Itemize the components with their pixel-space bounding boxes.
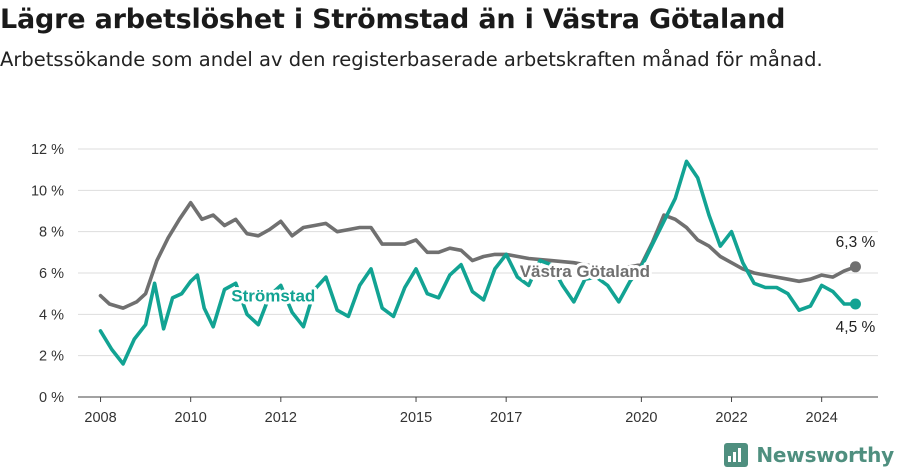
x-tick-label: 2008 — [84, 410, 116, 426]
y-tick-label: 10 % — [31, 183, 64, 199]
town-series-label-halo: Strömstad — [231, 287, 315, 306]
region-end-value-label: 6,3 % — [836, 234, 876, 251]
grid — [78, 148, 878, 398]
y-tick-label: 0 % — [39, 390, 64, 406]
region-series-line — [98, 200, 858, 310]
x-tick-label: 2010 — [175, 410, 207, 426]
chart-subtitle: Arbetssökande som andel av den registerb… — [0, 48, 823, 71]
x-tick-label: 2017 — [490, 410, 522, 426]
x-tick-label: 2022 — [715, 410, 747, 426]
y-tick-label: 6 % — [39, 266, 64, 282]
region-series-label-halo: Västra Götaland — [520, 262, 650, 281]
y-axis: 0 % 2 % 4 % 6 % 8 % 10 % 12 % — [31, 142, 64, 406]
town-series-line — [98, 159, 858, 366]
region-end-marker — [849, 261, 861, 273]
x-tick-label: 2020 — [625, 410, 657, 426]
y-tick-label: 4 % — [39, 307, 64, 323]
brand-name: Newsworthy — [756, 443, 894, 467]
town-series-label: Strömstad — [231, 287, 315, 306]
y-tick-label: 8 % — [39, 225, 64, 241]
town-end-value-label: 4,5 % — [836, 319, 876, 336]
series — [98, 159, 861, 366]
chart-title: Lägre arbetslöshet i Strömstad än i Väst… — [0, 4, 786, 35]
x-tick-label: 2024 — [806, 410, 838, 426]
y-tick-label: 2 % — [39, 349, 64, 365]
x-tick-label: 2015 — [400, 410, 432, 426]
region-series-label: Västra Götaland — [520, 262, 650, 281]
brand-logo: Newsworthy — [724, 440, 894, 470]
town-end-marker — [849, 298, 861, 310]
y-tick-label: 12 % — [31, 142, 64, 158]
x-tick-label: 2012 — [265, 410, 297, 426]
x-axis: 2008 2010 2012 2015 2017 2020 2022 2024 — [84, 397, 838, 426]
bar-chart-icon — [724, 443, 749, 467]
